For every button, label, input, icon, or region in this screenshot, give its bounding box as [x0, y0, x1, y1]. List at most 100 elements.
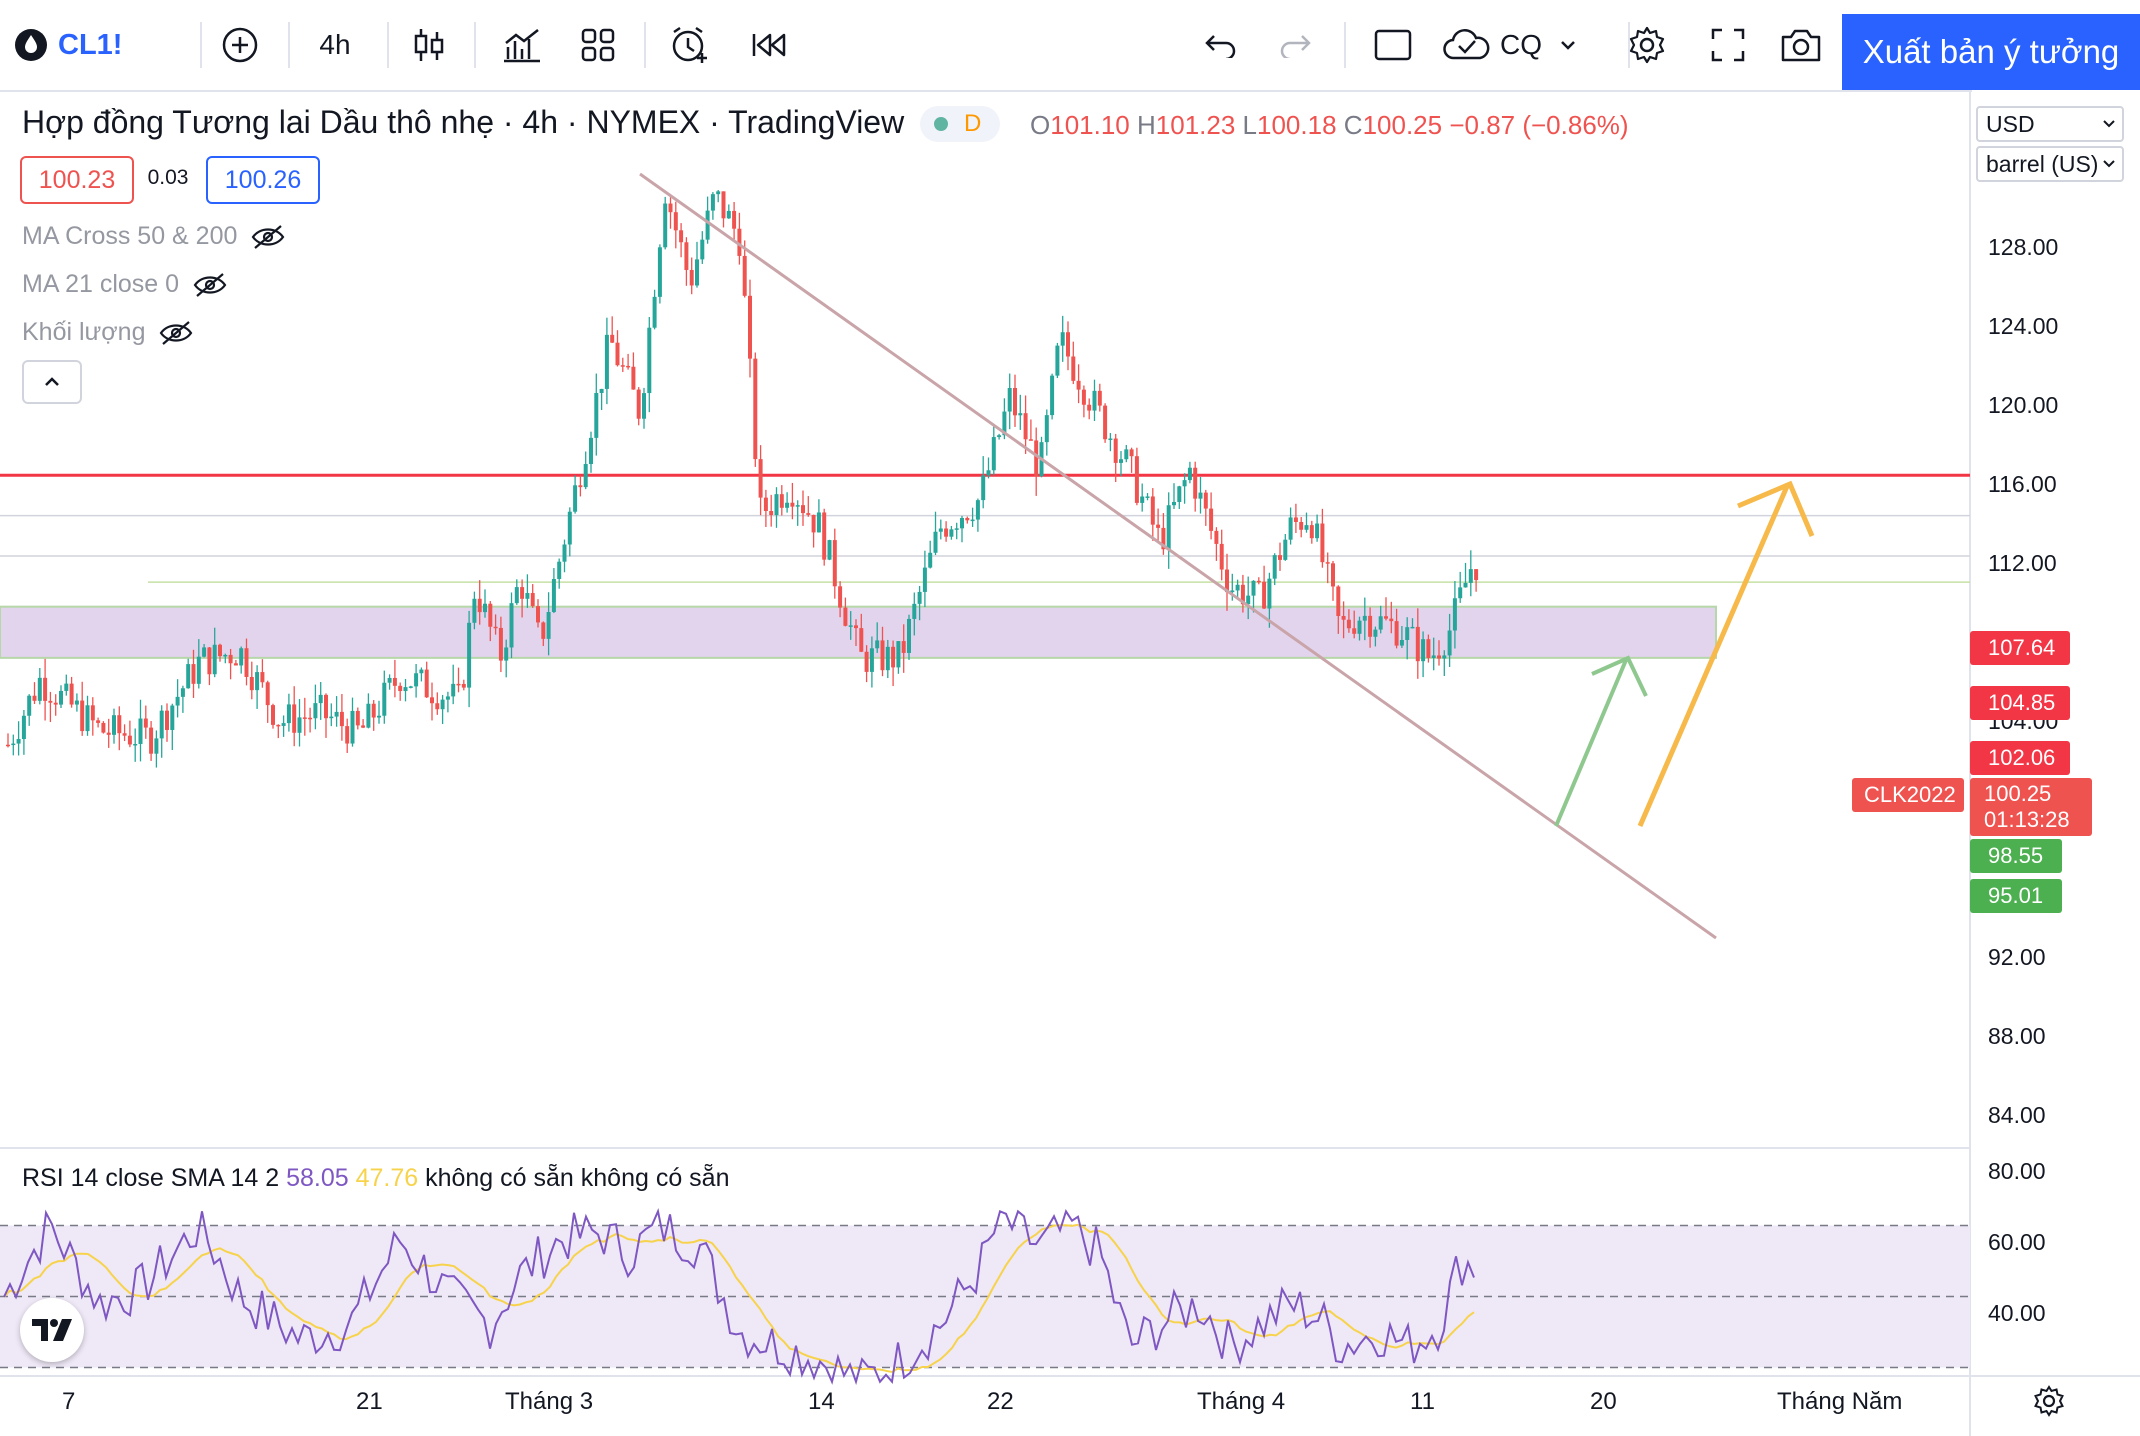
- rsi-axis-label: 40.00: [1988, 1300, 2046, 1326]
- candle-body: [1283, 539, 1288, 560]
- candle-body: [1129, 449, 1134, 457]
- snapshot-button[interactable]: [1776, 0, 1826, 90]
- currency-select[interactable]: USD: [1976, 106, 2124, 142]
- compare-add-button[interactable]: [215, 0, 265, 90]
- candle-body: [1468, 569, 1473, 583]
- high-key: H: [1137, 110, 1156, 140]
- candle-body: [11, 743, 16, 746]
- alarm-clock-icon: [672, 26, 707, 63]
- market-status-badge[interactable]: D: [920, 106, 1000, 142]
- candle-body: [1426, 639, 1431, 658]
- candle-body: [1431, 655, 1436, 658]
- candle-body: [912, 603, 917, 619]
- redo-button[interactable]: [1270, 0, 1320, 90]
- sell-price-button[interactable]: 100.23: [20, 156, 134, 204]
- candle-body: [313, 703, 318, 719]
- rsi-axis-label: 80.00: [1988, 1158, 2046, 1184]
- change-value: −0.87 (−0.86%): [1449, 110, 1629, 140]
- candle-body: [1113, 438, 1118, 463]
- indicator-ma-21[interactable]: MA 21 close 0: [22, 270, 227, 299]
- candle-body: [218, 644, 222, 657]
- open-value: 101.10: [1050, 110, 1130, 140]
- candle-body: [1108, 438, 1113, 441]
- replay-button[interactable]: [744, 0, 794, 90]
- indicators-button[interactable]: [497, 0, 547, 90]
- spread-value: 0.03: [136, 156, 200, 200]
- indicator-volume[interactable]: Khối lượng: [22, 318, 193, 347]
- candle-body: [578, 485, 583, 488]
- cloud-save-button[interactable]: CQ: [1442, 0, 1582, 90]
- candle-body: [928, 552, 933, 568]
- candle-body: [589, 437, 593, 465]
- symbol-search-button[interactable]: CL1!: [14, 0, 134, 90]
- candle-body: [1325, 562, 1330, 564]
- chart-type-button[interactable]: [404, 0, 454, 90]
- cloud-save-label: CQ: [1500, 29, 1542, 60]
- candle-body: [408, 686, 413, 688]
- candle-body: [1474, 569, 1479, 581]
- interval-button[interactable]: 4h: [319, 29, 351, 60]
- layout-button[interactable]: [1368, 0, 1418, 90]
- candle-body: [631, 366, 636, 390]
- eye-hidden-icon[interactable]: [193, 272, 227, 298]
- time-axis-label: 11: [1410, 1388, 1435, 1415]
- candle-body: [371, 703, 376, 718]
- candle-body: [1055, 345, 1060, 376]
- candle-body: [1368, 615, 1373, 637]
- price-axis-label: 112.00: [1988, 550, 2057, 576]
- fullscreen-button[interactable]: [1703, 0, 1753, 90]
- candle-body: [986, 470, 991, 476]
- candle-body: [1198, 492, 1203, 499]
- publish-idea-button[interactable]: Xuất bản ý tưởng: [1842, 14, 2140, 90]
- candle-body: [1225, 569, 1229, 593]
- camera-icon: [1781, 29, 1821, 62]
- candle-body: [1081, 389, 1086, 405]
- indicator-label: MA 21 close 0: [22, 270, 180, 298]
- candle-body: [573, 485, 578, 512]
- undo-button[interactable]: [1196, 0, 1246, 90]
- price-axis-label: 120.00: [1988, 392, 2059, 418]
- candle-body: [27, 695, 32, 716]
- candle-body: [536, 606, 540, 623]
- eye-hidden-icon[interactable]: [159, 320, 193, 346]
- candle-body: [1452, 598, 1457, 631]
- candle-body: [1399, 640, 1404, 646]
- price-axis-label: 116.00: [1988, 471, 2057, 497]
- candle-body: [779, 494, 784, 508]
- candle-body: [265, 682, 270, 706]
- rsi-value: 58.05: [286, 1164, 349, 1192]
- indicator-ma-cross[interactable]: MA Cross 50 & 200: [22, 222, 285, 251]
- candle-body: [430, 697, 434, 704]
- candle-body: [1346, 619, 1351, 629]
- layouts-button[interactable]: [573, 0, 623, 90]
- candle-body: [1246, 595, 1251, 605]
- gear-icon: [1629, 26, 1665, 64]
- candle-body: [186, 664, 191, 689]
- tradingview-logo[interactable]: [20, 1298, 84, 1362]
- candle-body: [827, 540, 832, 560]
- settings-button[interactable]: [1622, 0, 1672, 90]
- buy-price-button[interactable]: 100.26: [206, 156, 320, 204]
- candle-body: [382, 682, 387, 716]
- rsi-sma-line: [3, 1223, 1475, 1374]
- time-axis-settings-button[interactable]: [2032, 1384, 2066, 1423]
- candle-body: [101, 722, 106, 733]
- candle-body: [1071, 356, 1076, 381]
- candle-body: [424, 669, 429, 698]
- candle-body: [960, 518, 964, 529]
- collapse-legend-button[interactable]: [22, 360, 82, 404]
- candle-body: [1447, 630, 1452, 656]
- candle-body: [854, 625, 858, 629]
- candle-body: [1187, 467, 1192, 481]
- support-zone: [0, 605, 1717, 659]
- candle-body: [392, 677, 397, 686]
- eye-hidden-icon[interactable]: [251, 224, 285, 250]
- candle-body: [954, 528, 959, 530]
- unit-select[interactable]: barrel (US): [1976, 146, 2124, 182]
- candle-body: [1352, 628, 1357, 634]
- open-key: O: [1030, 110, 1051, 140]
- candle-body: [907, 618, 911, 653]
- candle-body: [1341, 616, 1346, 620]
- alert-button[interactable]: [665, 0, 715, 90]
